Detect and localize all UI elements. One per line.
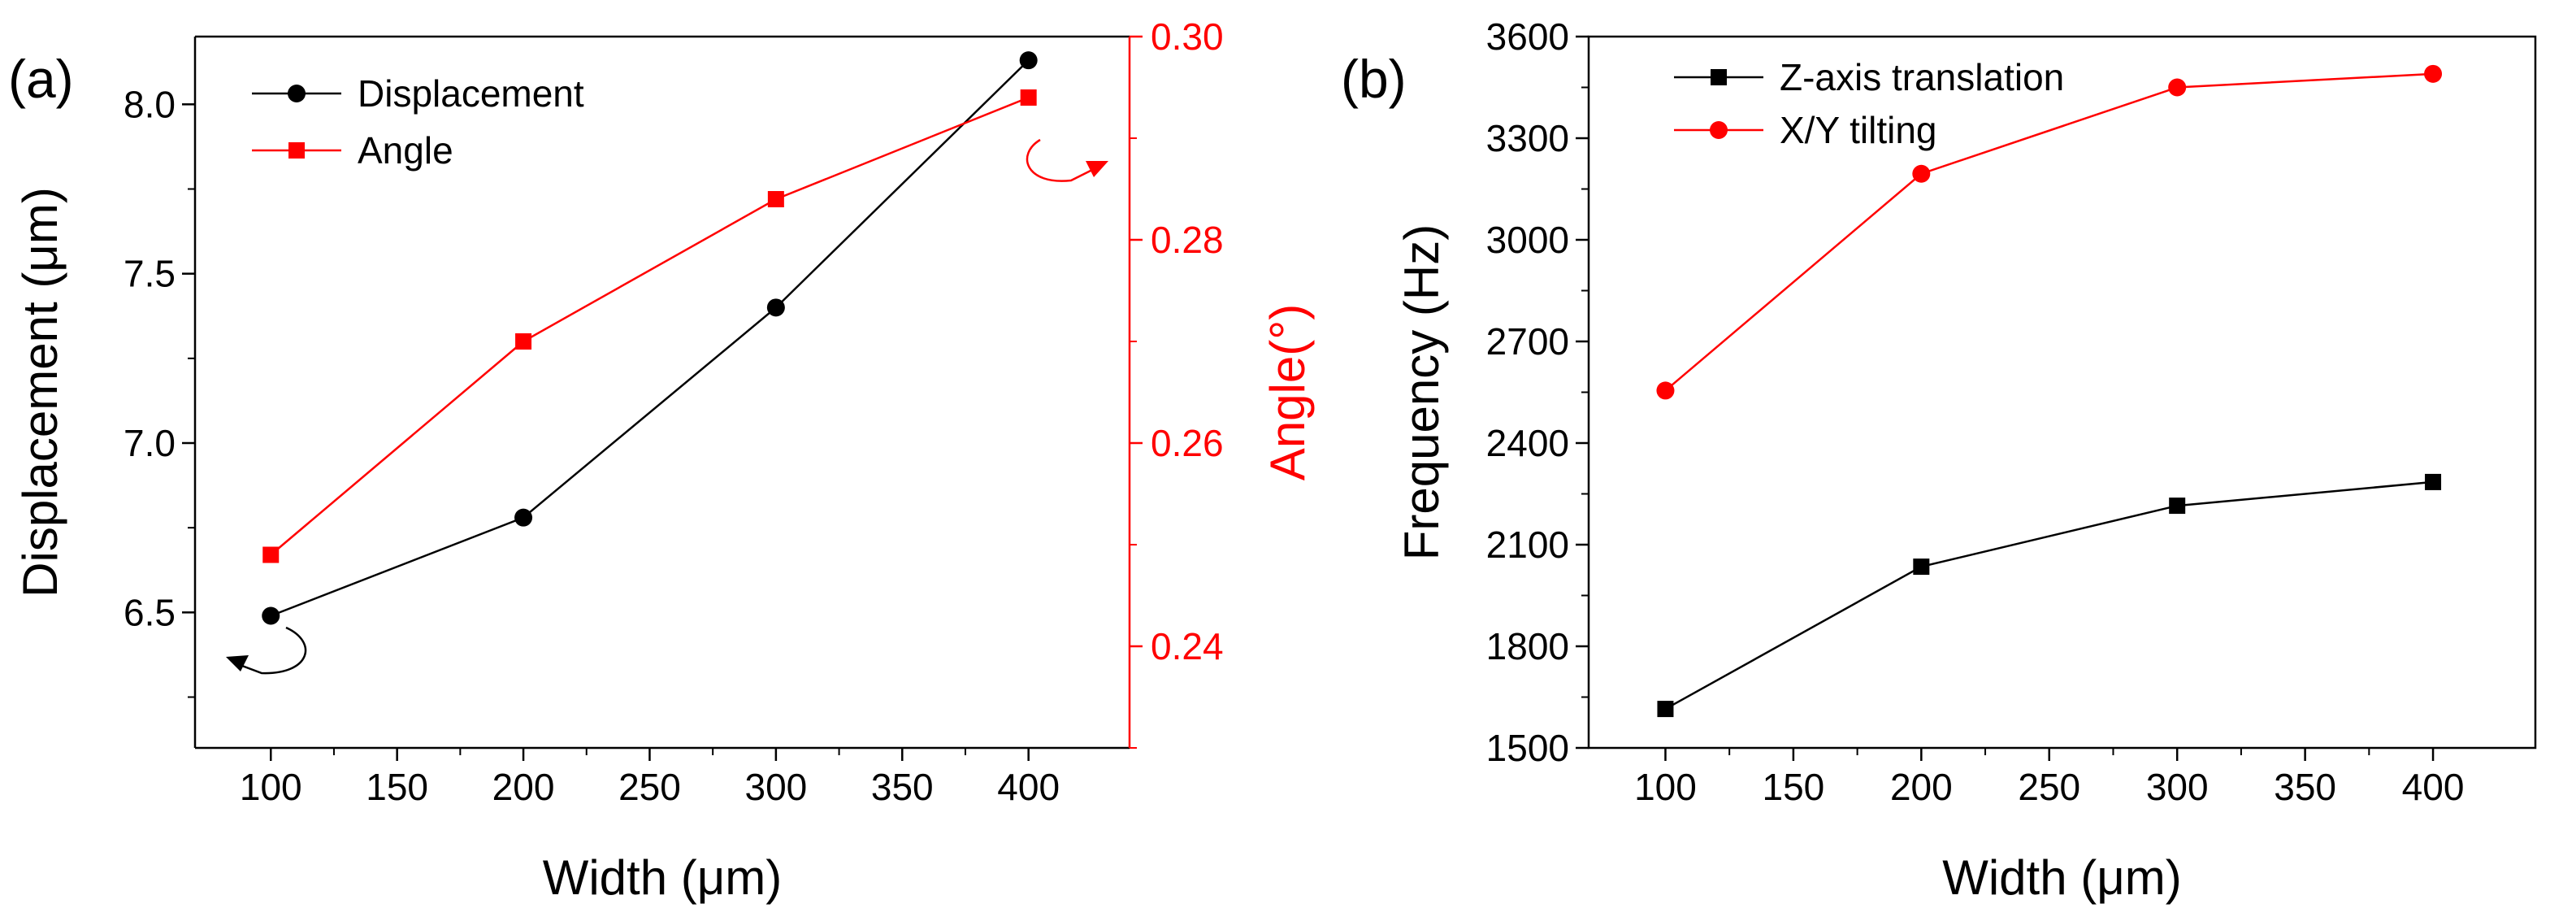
legend-angle-marker xyxy=(288,142,305,159)
x-tick-label: 200 xyxy=(1890,766,1953,808)
x-tick-label: 300 xyxy=(744,766,807,808)
y-axis-title: Frequency (Hz) xyxy=(1394,224,1449,560)
xy-tilting-point xyxy=(1912,164,1931,183)
xy-tilting-line xyxy=(1664,72,2434,392)
y-tick-label: 3000 xyxy=(1486,219,1569,261)
angle-point xyxy=(515,333,532,350)
x-tick-label: 350 xyxy=(2274,766,2336,808)
y2-tick-label: 0.30 xyxy=(1151,15,1224,58)
panel-label: (a) xyxy=(8,49,74,109)
x-axis-title: Width (μm) xyxy=(1942,850,2182,905)
y-tick-label: 2400 xyxy=(1486,422,1569,464)
x-tick-label: 400 xyxy=(2402,766,2465,808)
y2-axis-title: Angle(°) xyxy=(1260,304,1315,480)
y-tick-label: 2700 xyxy=(1486,320,1569,363)
x-tick-label: 150 xyxy=(366,766,428,808)
legend-z-axis-label: Z-axis translation xyxy=(1780,56,2064,98)
z-axis-translation-point xyxy=(1657,701,1674,718)
legend-angle-label: Angle xyxy=(358,129,453,172)
legend-displacement-marker xyxy=(288,85,306,102)
left-axis-arrow-annotation xyxy=(235,626,307,675)
xy-tilting-point xyxy=(1656,381,1675,400)
y-tick-label: 1800 xyxy=(1486,625,1569,667)
x-tick-label: 400 xyxy=(997,766,1060,808)
legend-xy-tilting-label: X/Y tilting xyxy=(1780,109,1936,151)
y2-tick-label: 0.28 xyxy=(1151,219,1224,261)
x-tick-label: 300 xyxy=(2146,766,2209,808)
angle-point xyxy=(1020,89,1037,106)
x-tick-label: 250 xyxy=(2018,766,2080,808)
z-axis-translation-point xyxy=(1913,558,1930,576)
y-tick-label: 8.0 xyxy=(124,83,176,125)
xy-tilting-point xyxy=(2424,64,2443,83)
y-tick-label: 3300 xyxy=(1486,117,1569,159)
y-tick-label: 6.5 xyxy=(124,591,176,633)
legend-displacement-label: Displacement xyxy=(358,72,584,115)
y-tick-label: 7.0 xyxy=(124,422,176,464)
y2-tick-label: 0.26 xyxy=(1151,422,1224,464)
z-axis-translation-line xyxy=(1664,480,2434,711)
legend-z-axis-marker xyxy=(1711,69,1727,85)
y-tick-label: 3600 xyxy=(1486,15,1569,58)
y-tick-label: 7.5 xyxy=(124,253,176,295)
y-axis-title: Displacement (μm) xyxy=(13,187,67,598)
x-axis-title: Width (μm) xyxy=(543,850,783,905)
displacement-point xyxy=(1019,51,1038,70)
displacement-point xyxy=(514,508,533,527)
x-tick-label: 100 xyxy=(240,766,302,808)
z-axis-translation-point xyxy=(2425,473,2442,490)
y-tick-label: 1500 xyxy=(1486,727,1569,769)
z-axis-translation-point xyxy=(2169,498,2186,515)
x-tick-label: 150 xyxy=(1763,766,1825,808)
displacement-point xyxy=(262,606,280,625)
angle-line xyxy=(270,96,1030,556)
left-axis-arrowhead xyxy=(226,655,249,671)
angle-point xyxy=(262,546,280,563)
x-tick-label: 200 xyxy=(492,766,555,808)
x-tick-label: 350 xyxy=(871,766,934,808)
angle-point xyxy=(767,191,784,207)
x-tick-label: 250 xyxy=(618,766,681,808)
y-tick-label: 2100 xyxy=(1486,524,1569,566)
right-axis-arrowhead xyxy=(1086,161,1108,177)
y2-tick-label: 0.24 xyxy=(1151,625,1224,667)
panel-b-frequency-chart: 100 150 200 250 300 350 400 1500 1800 2100 2400 270… xyxy=(1341,15,2537,905)
displacement-line xyxy=(270,59,1030,617)
panel-a-displacement-angle-chart: 100 150 200 250 300 350 400 6.5 7.0 7.5 8.0 0.24 0.2… xyxy=(8,15,1315,905)
right-axis-arrow-annotation xyxy=(1026,138,1099,182)
displacement-point xyxy=(766,298,785,317)
xy-tilting-point xyxy=(2168,78,2187,97)
panel-label: (b) xyxy=(1341,49,1407,109)
legend-xy-tilting-marker xyxy=(1710,121,1728,139)
x-tick-label: 100 xyxy=(1634,766,1697,808)
